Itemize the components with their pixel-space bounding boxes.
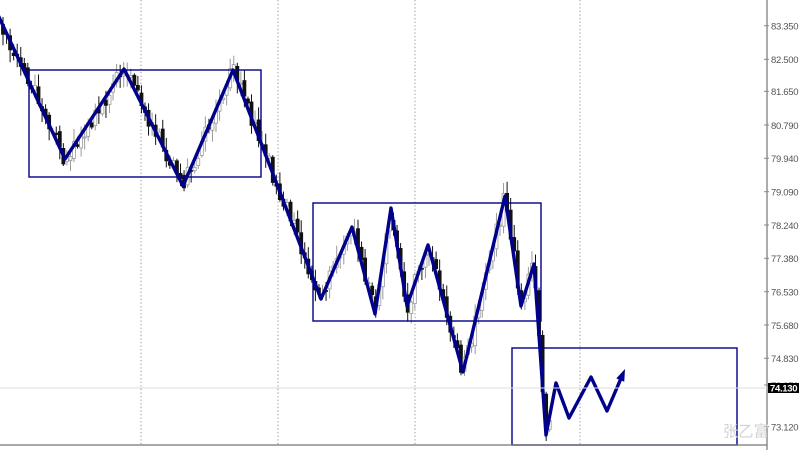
svg-text:79.940: 79.940: [771, 154, 798, 165]
svg-text:74.830: 74.830: [771, 354, 798, 365]
svg-text:82.500: 82.500: [771, 55, 798, 66]
svg-text:79.090: 79.090: [771, 188, 798, 199]
svg-text:张乙富: 张乙富: [723, 423, 769, 441]
svg-text:81.650: 81.650: [771, 87, 798, 98]
svg-text:74.130: 74.130: [770, 383, 797, 394]
svg-text:78.240: 78.240: [771, 221, 798, 232]
svg-text:77.380: 77.380: [771, 254, 798, 265]
svg-text:80.790: 80.790: [771, 121, 798, 132]
svg-text:76.530: 76.530: [771, 288, 798, 299]
svg-text:75.680: 75.680: [771, 321, 798, 332]
svg-text:83.350: 83.350: [771, 22, 798, 33]
svg-text:73.120: 73.120: [771, 423, 798, 434]
